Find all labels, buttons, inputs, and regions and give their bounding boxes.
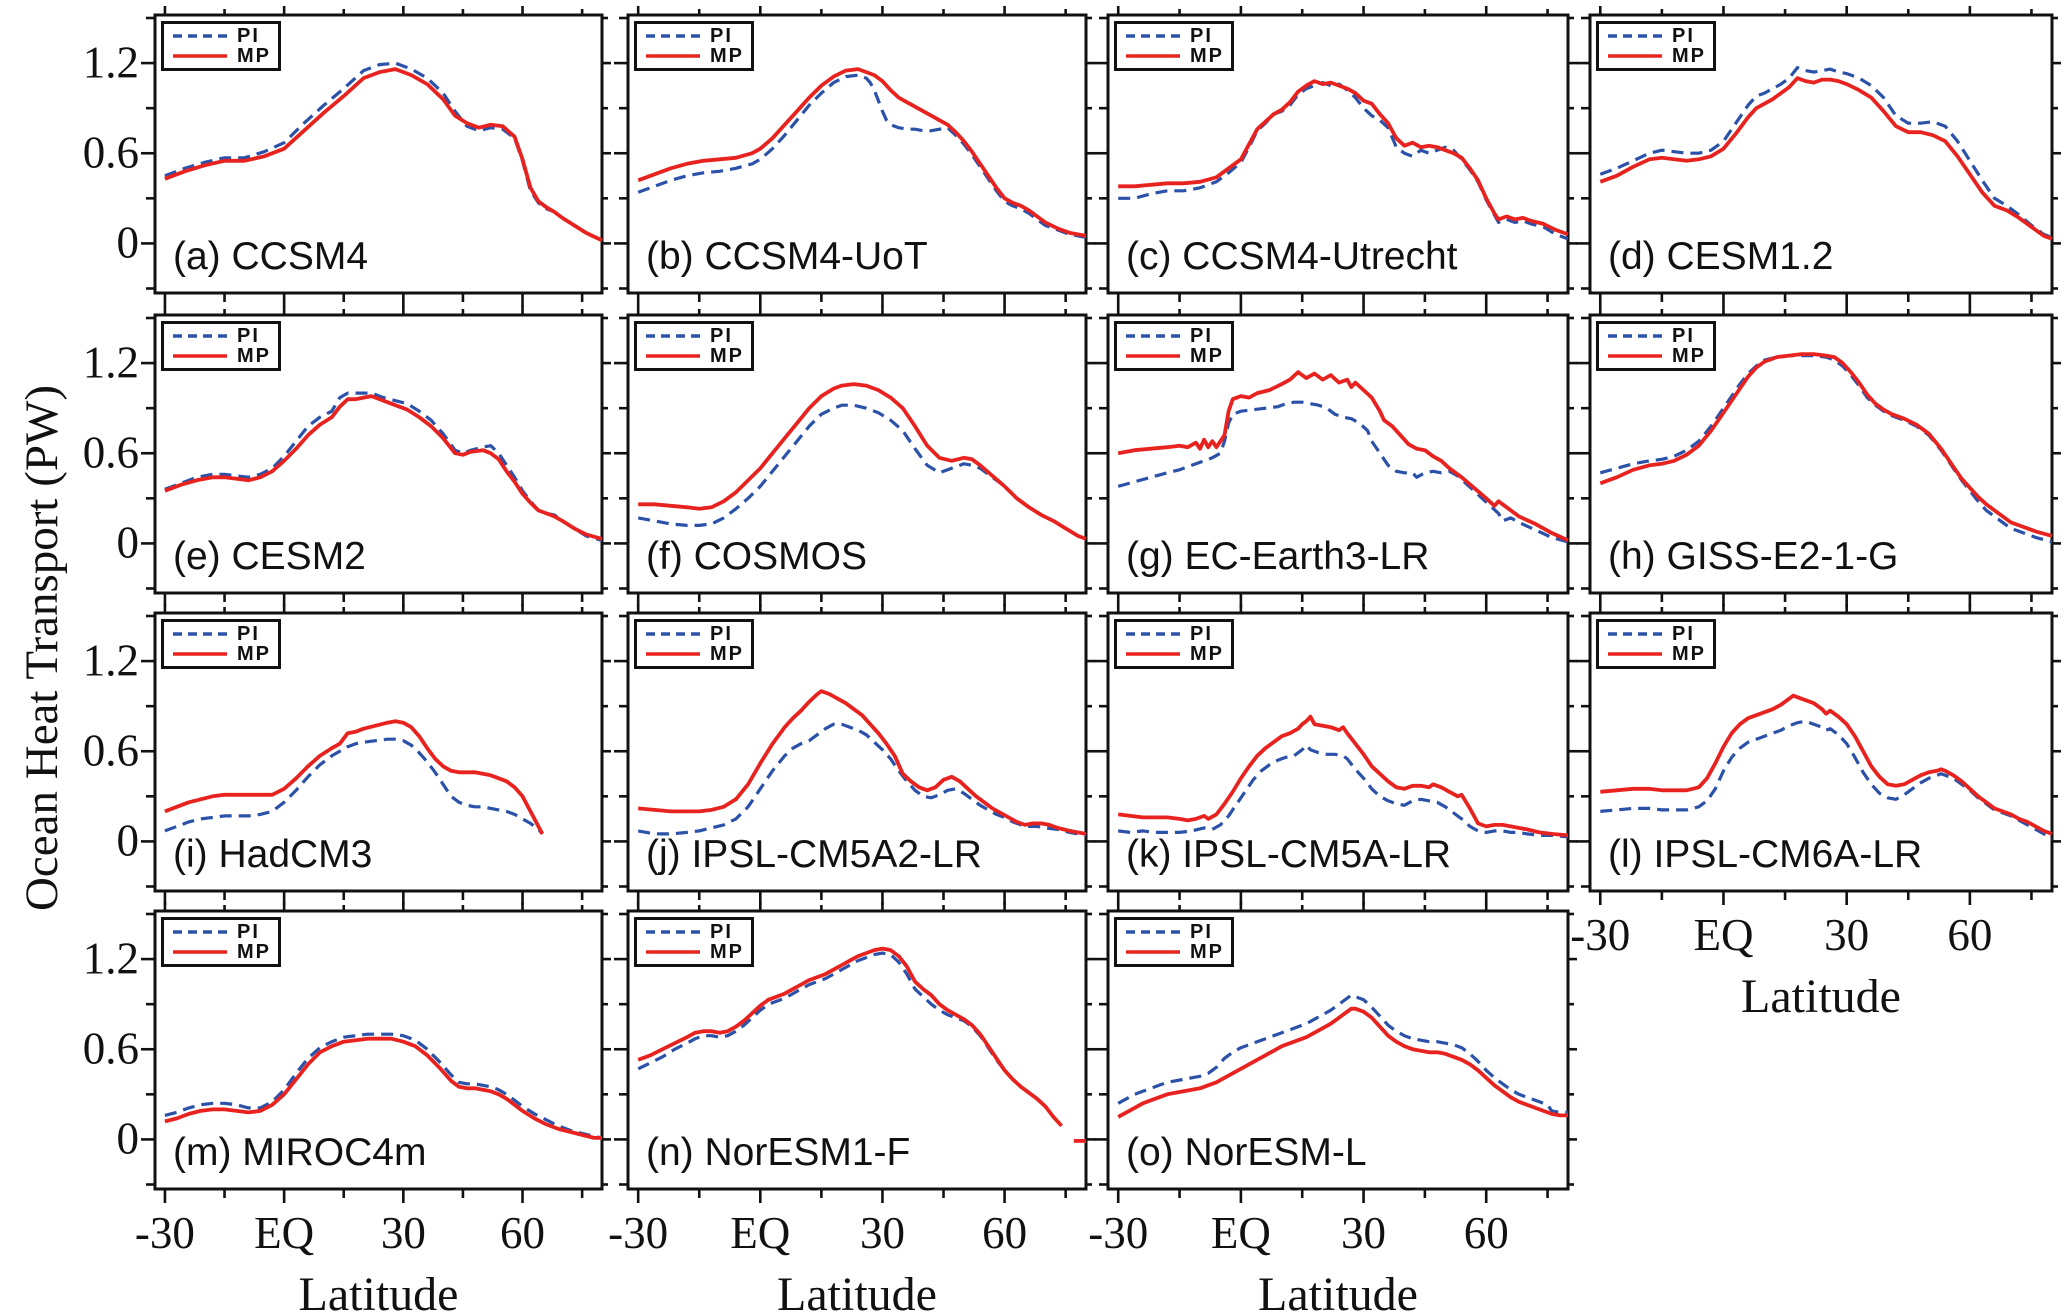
pi-curve [637, 722, 1087, 837]
panel-frame [153, 909, 604, 1191]
panel-frame [626, 611, 1088, 893]
pi-curve [637, 951, 1063, 1127]
pi-curve [164, 61, 603, 242]
pi-curve [164, 1032, 603, 1140]
mp-curve [164, 1036, 602, 1140]
panel-o [1094, 902, 1577, 1203]
panel-frame [1106, 611, 1570, 893]
pi-curve [164, 737, 544, 835]
mp-curve [637, 67, 1087, 238]
panel-l [1576, 604, 2061, 905]
pi-curve [1599, 65, 2053, 239]
panel-frame [626, 13, 1088, 295]
pi-curve [637, 73, 1087, 239]
pi-curve [1118, 743, 1569, 839]
panel-k [1094, 604, 1577, 905]
panel-g [1094, 306, 1577, 607]
mp-curve [1600, 693, 2053, 836]
panel-f [614, 306, 1095, 607]
panel-frame [153, 13, 604, 295]
panel-m [141, 902, 611, 1203]
y-axis-title: Ocean Heat Transport (PW) [16, 384, 68, 912]
pi-curve [1599, 354, 2053, 544]
panel-frame [153, 611, 604, 893]
panel-c [1094, 6, 1577, 307]
mp-curve [638, 689, 1087, 836]
pi-curve [1118, 80, 1569, 241]
panel-e [141, 306, 611, 607]
mp-curve [1118, 79, 1569, 237]
panel-j [614, 604, 1095, 905]
mp-curve [1117, 714, 1569, 838]
mp-curve [164, 719, 545, 835]
panel-frame [1106, 313, 1570, 595]
mp-curve [1117, 1006, 1568, 1119]
panel-a [141, 6, 611, 307]
mp-curve [164, 394, 603, 541]
pi-curve [1117, 400, 1569, 544]
mp-curve [1599, 76, 2053, 241]
panel-frame [1588, 13, 2054, 295]
panel-n [614, 902, 1095, 1203]
panel-frame [1588, 611, 2054, 893]
panel-frame [1106, 13, 1570, 295]
pi-curve [1600, 719, 2053, 840]
mp-curve [637, 946, 1064, 1128]
panel-h [1576, 306, 2061, 607]
panel-frame [626, 313, 1088, 595]
mp-curve [1599, 352, 2053, 538]
mp-curve [638, 382, 1087, 541]
pi-curve [1117, 993, 1568, 1115]
mp-curve [164, 67, 603, 243]
panel-i [141, 604, 611, 905]
pi-curve [164, 391, 603, 542]
panel-frame [626, 909, 1088, 1191]
pi-curve [637, 403, 1087, 541]
panel-frame [1106, 909, 1570, 1191]
mp-curve [1117, 370, 1569, 543]
panel-d [1576, 6, 2061, 307]
panel-b [614, 6, 1095, 307]
panel-frame [153, 313, 604, 595]
